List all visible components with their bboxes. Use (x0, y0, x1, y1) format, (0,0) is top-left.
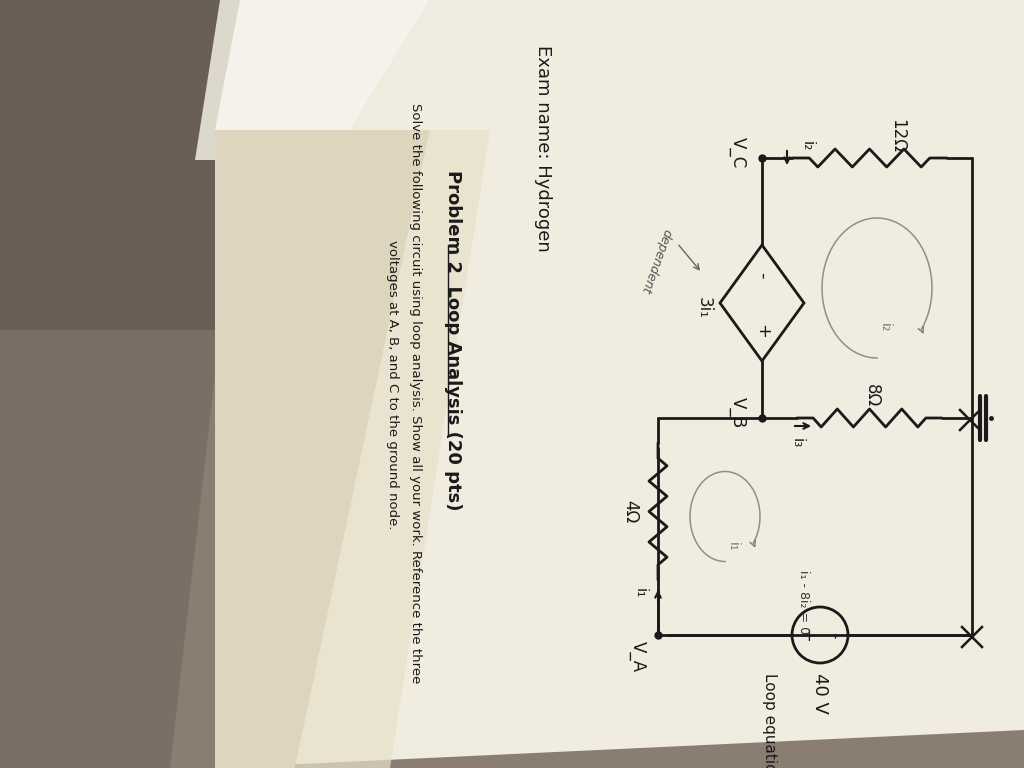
Text: Loop equation(s):: Loop equation(s): (763, 673, 777, 768)
Text: 4Ω: 4Ω (621, 500, 639, 523)
Text: V_A: V_A (629, 641, 647, 673)
Text: -: - (825, 632, 843, 638)
Text: -: - (753, 272, 771, 278)
Polygon shape (215, 0, 1024, 768)
Text: dependent: dependent (638, 227, 674, 295)
Polygon shape (195, 0, 450, 160)
Text: V_C: V_C (729, 137, 746, 169)
Polygon shape (215, 0, 430, 130)
Text: i₂: i₂ (800, 141, 814, 151)
Text: voltages at A, B, and C to the ground node.: voltages at A, B, and C to the ground no… (386, 240, 399, 530)
Text: i₁: i₁ (726, 541, 740, 551)
Text: +: + (797, 627, 815, 643)
Polygon shape (0, 330, 220, 768)
Text: Solve the following circuit using loop analysis. Show all your work. Reference t: Solve the following circuit using loop a… (409, 103, 422, 684)
Text: +: + (753, 323, 771, 339)
Text: 40 V: 40 V (811, 673, 829, 713)
Text: V_B: V_B (729, 397, 746, 429)
Text: i₂: i₂ (878, 323, 892, 333)
Polygon shape (295, 130, 490, 768)
Text: i₁ - 8i₂ = 0: i₁ - 8i₂ = 0 (797, 570, 810, 634)
Text: Problem 2  Loop Analysis (20 pts): Problem 2 Loop Analysis (20 pts) (444, 170, 462, 510)
Text: i₃: i₃ (790, 438, 805, 448)
Polygon shape (0, 0, 310, 330)
Text: Exam name: Hydrogen: Exam name: Hydrogen (534, 45, 552, 251)
Text: 12Ω: 12Ω (888, 119, 906, 153)
Polygon shape (215, 130, 430, 768)
Text: 3i₁: 3i₁ (695, 297, 713, 319)
Text: i₁: i₁ (633, 588, 647, 598)
Text: 8Ω: 8Ω (863, 384, 881, 408)
